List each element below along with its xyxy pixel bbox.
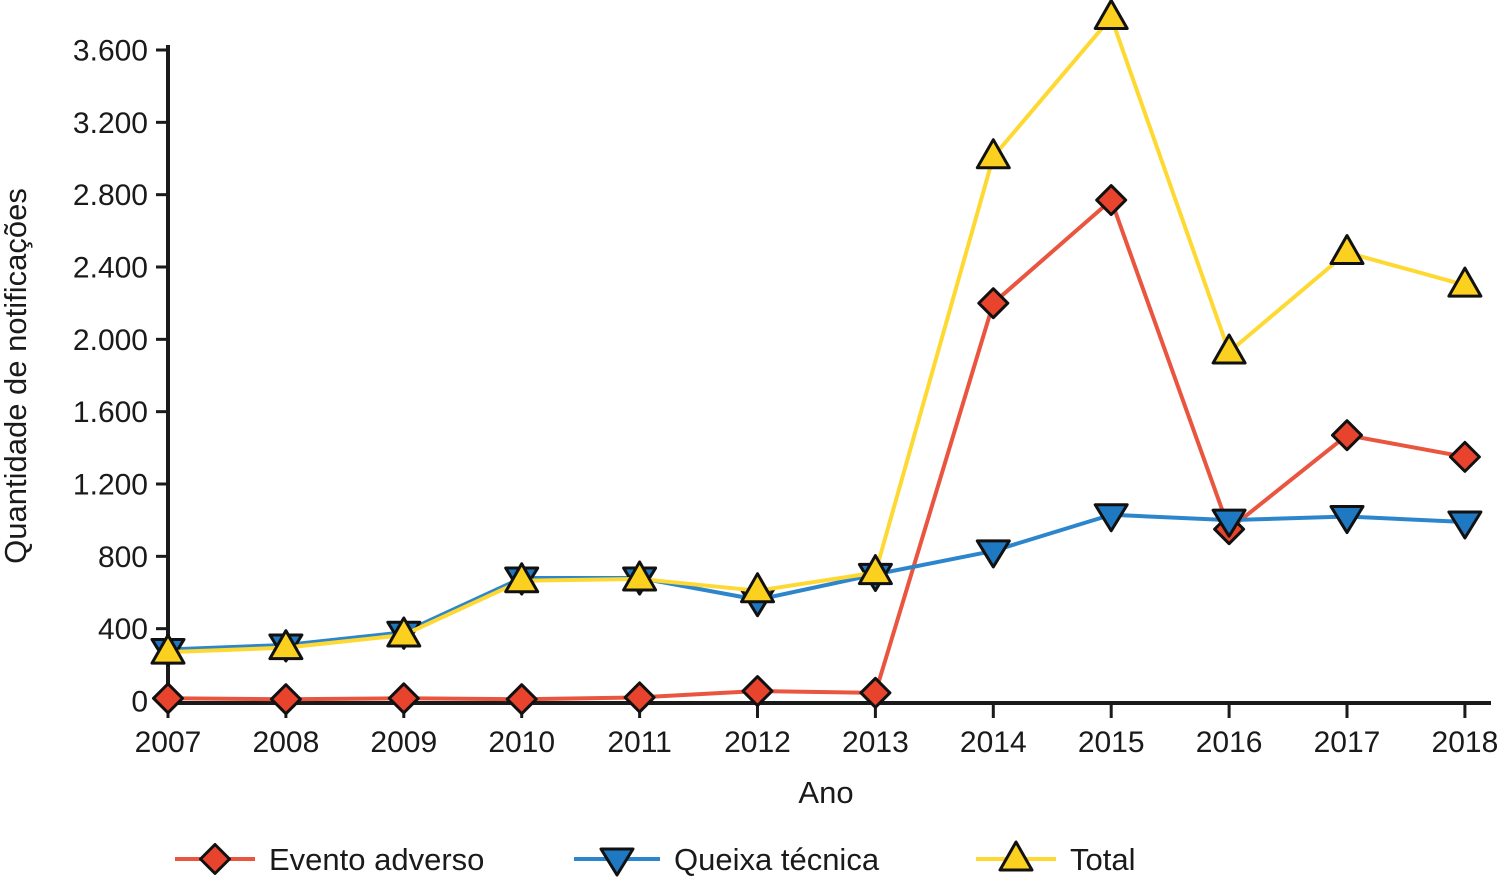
data-point-total-2013 <box>857 554 893 586</box>
x-tick-label: 2009 <box>370 726 437 759</box>
data-point-evento-adverso-2012 <box>741 675 774 708</box>
data-point-queixa-tecnica-2017 <box>1329 505 1365 535</box>
data-point-total-2009 <box>386 616 422 648</box>
data-point-total-2011 <box>622 560 658 592</box>
y-tick-label: 0 <box>131 686 148 719</box>
data-point-total-2015 <box>1093 0 1129 30</box>
x-tick-label: 2017 <box>1314 726 1381 759</box>
data-point-evento-adverso-2009 <box>387 682 420 715</box>
y-tick-label: 400 <box>98 613 148 646</box>
x-tick-label: 2008 <box>253 726 320 759</box>
y-tick-label: 3.200 <box>73 107 148 140</box>
data-point-queixa-tecnica-2015 <box>1093 503 1129 533</box>
x-tick-label: 2011 <box>607 726 672 759</box>
y-axis-title: Quantidade de notificações <box>0 188 33 564</box>
legend-marker-diamond-icon <box>199 843 231 875</box>
y-axis: 0 400 800 1.200 1.600 2.000 2.400 2.800 3.200 3.6… <box>73 35 168 719</box>
y-tick-label: 3.600 <box>73 35 148 68</box>
legend-label: Evento adverso <box>269 842 484 877</box>
y-tick-label: 2.000 <box>73 324 148 357</box>
data-point-total-2008 <box>268 629 304 661</box>
legend: Evento adverso Queixa técnica Total <box>175 840 1135 877</box>
data-point-evento-adverso-2013 <box>859 676 892 709</box>
data-point-evento-adverso-2011 <box>623 681 656 714</box>
data-point-total-2017 <box>1329 234 1365 266</box>
y-tick-label: 1.200 <box>73 469 148 502</box>
x-tick-label: 2014 <box>960 726 1027 759</box>
series-evento-adverso <box>152 184 1481 716</box>
y-tick-label: 2.800 <box>73 179 148 212</box>
y-tick-label: 800 <box>98 541 148 574</box>
legend-marker-triangle-down-icon <box>599 847 635 877</box>
data-point-evento-adverso-2008 <box>269 683 302 716</box>
legend-marker-triangle-up-icon <box>998 840 1034 872</box>
x-tick-label: 2015 <box>1078 726 1145 759</box>
x-tick-label: 2013 <box>842 726 909 759</box>
data-point-evento-adverso-2014 <box>977 287 1010 320</box>
y-tick-label: 1.600 <box>73 396 148 429</box>
data-point-queixa-tecnica-2018 <box>1447 510 1483 540</box>
series-line-evento-adverso <box>167 198 1466 702</box>
x-tick-label: 2012 <box>724 726 791 759</box>
legend-label: Queixa técnica <box>674 842 880 877</box>
series-line-queixa-tecnica <box>167 512 1465 652</box>
data-point-evento-adverso-2010 <box>505 683 538 716</box>
x-axis: 2007 2008 2009 2010 2011 2012 2013 2014 2015 2016… <box>135 703 1499 759</box>
data-point-queixa-tecnica-2016 <box>1211 508 1247 538</box>
data-point-total-2016 <box>1211 333 1247 365</box>
x-tick-label: 2010 <box>488 726 555 759</box>
x-axis-title: Ano <box>798 775 853 810</box>
x-tick-label: 2018 <box>1432 726 1499 759</box>
data-point-queixa-tecnica-2014 <box>975 539 1011 569</box>
data-point-total-2014 <box>975 138 1011 170</box>
data-point-total-2010 <box>504 562 540 594</box>
y-tick-label: 2.400 <box>73 252 148 285</box>
legend-item-queixa-tecnica: Queixa técnica <box>574 842 880 877</box>
x-tick-label: 2007 <box>135 726 202 759</box>
data-point-evento-adverso-2015 <box>1095 184 1128 217</box>
series-line-total <box>167 15 1466 655</box>
legend-item-evento-adverso: Evento adverso <box>175 842 484 877</box>
data-point-evento-adverso-2017 <box>1331 419 1363 452</box>
data-point-evento-adverso-2007 <box>152 682 184 715</box>
data-point-total-2007 <box>150 633 186 665</box>
legend-label: Total <box>1070 842 1135 877</box>
legend-item-total: Total <box>976 840 1135 877</box>
data-point-evento-adverso-2018 <box>1448 440 1481 473</box>
data-point-total-2018 <box>1447 266 1483 298</box>
x-tick-label: 2016 <box>1196 726 1263 759</box>
series-total <box>150 0 1483 665</box>
data-point-total-2012 <box>740 572 775 604</box>
